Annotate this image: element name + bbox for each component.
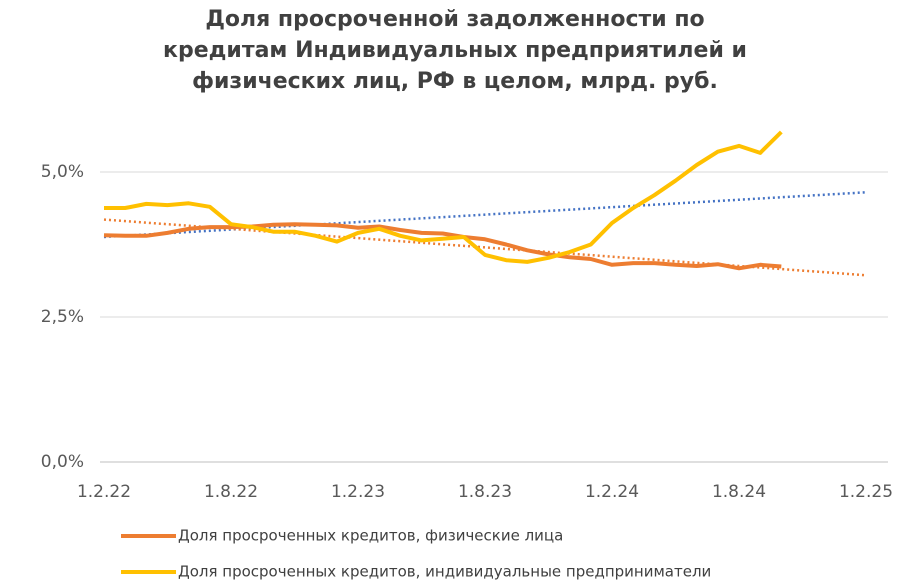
trendline <box>103 218 867 277</box>
x-tick-label: 1.8.24 <box>712 482 766 502</box>
legend-label: Доля просроченных кредитов, физические л… <box>178 527 563 545</box>
x-tick-label: 1.2.22 <box>77 482 131 502</box>
y-tick-label: 0,0% <box>41 452 84 472</box>
chart-title: кредитам Индивидуальных предприятилей и <box>163 38 747 63</box>
y-tick-label: 5,0% <box>41 162 84 182</box>
x-tick-label: 1.2.23 <box>331 482 385 502</box>
series-line <box>104 130 783 264</box>
x-tick-label: 1.8.22 <box>204 482 258 502</box>
x-tick-label: 1.2.25 <box>839 482 893 502</box>
legend-label: Доля просроченных кредитов, индивидуальн… <box>178 563 711 581</box>
chart-title: физических лиц, РФ в целом, млрд. руб. <box>192 69 718 94</box>
y-tick-label: 2,5% <box>41 307 84 327</box>
x-tick-label: 1.8.23 <box>458 482 512 502</box>
trendline <box>103 191 867 239</box>
series-line <box>103 222 782 271</box>
chart-title: Доля просроченной задолженности по <box>205 7 704 32</box>
x-tick-label: 1.2.24 <box>585 482 639 502</box>
